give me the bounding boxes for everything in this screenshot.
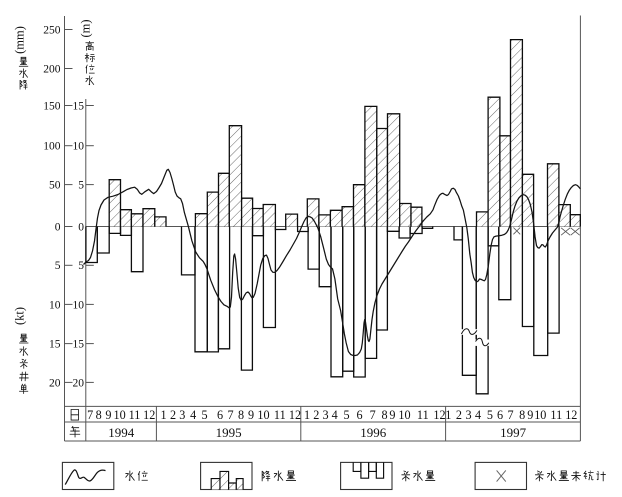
svg-text:12: 12	[143, 408, 155, 422]
svg-text:1: 1	[445, 408, 451, 422]
svg-text:12: 12	[565, 408, 577, 422]
svg-text:7: 7	[370, 408, 376, 422]
svg-text:11: 11	[417, 408, 429, 422]
svg-text:4: 4	[332, 408, 338, 422]
svg-text:9: 9	[389, 408, 395, 422]
svg-text:10: 10	[73, 141, 85, 153]
svg-text:20: 20	[73, 377, 85, 389]
svg-text:5: 5	[201, 408, 207, 422]
svg-text:2: 2	[170, 408, 176, 422]
svg-text:8: 8	[381, 408, 387, 422]
svg-text:4: 4	[475, 408, 481, 422]
svg-text:8: 8	[96, 408, 102, 422]
svg-text:8: 8	[238, 408, 244, 422]
svg-text:0: 0	[78, 221, 84, 233]
svg-text:11: 11	[550, 408, 562, 422]
svg-text:3: 3	[179, 408, 185, 422]
svg-text:9: 9	[105, 408, 111, 422]
svg-text:12: 12	[433, 408, 445, 422]
svg-text:2: 2	[313, 408, 319, 422]
svg-text:250: 250	[43, 24, 61, 36]
svg-text:7: 7	[87, 408, 93, 422]
svg-text:(mm): (mm)	[12, 26, 26, 54]
svg-text:20: 20	[49, 377, 61, 389]
svg-text:10: 10	[73, 299, 85, 311]
svg-text:50: 50	[49, 180, 61, 192]
svg-text:10: 10	[257, 408, 269, 422]
svg-text:(kt): (kt)	[13, 307, 27, 325]
svg-text:10: 10	[398, 408, 410, 422]
svg-text:9: 9	[248, 408, 254, 422]
svg-text:10: 10	[49, 299, 61, 311]
svg-text:6: 6	[357, 408, 363, 422]
svg-text:5: 5	[78, 260, 84, 272]
svg-text:5: 5	[55, 260, 61, 272]
svg-text:6: 6	[217, 408, 223, 422]
svg-text:15: 15	[73, 339, 85, 351]
svg-text:4: 4	[190, 408, 196, 422]
svg-text:5: 5	[343, 408, 349, 422]
svg-text:11: 11	[274, 408, 286, 422]
svg-text:12: 12	[289, 408, 301, 422]
svg-text:6: 6	[497, 408, 503, 422]
svg-text:5: 5	[78, 180, 84, 192]
svg-text:3: 3	[322, 408, 328, 422]
svg-text:10: 10	[534, 408, 546, 422]
svg-text:200: 200	[43, 63, 61, 75]
svg-text:8: 8	[519, 408, 525, 422]
svg-text:15: 15	[73, 100, 85, 112]
svg-text:11: 11	[129, 408, 141, 422]
svg-text:(m): (m)	[79, 19, 93, 37]
svg-text:1996: 1996	[360, 425, 387, 440]
svg-text:1994: 1994	[108, 425, 135, 440]
svg-text:15: 15	[49, 339, 61, 351]
svg-text:0: 0	[55, 221, 61, 233]
svg-text:10: 10	[114, 408, 126, 422]
svg-text:150: 150	[43, 100, 61, 112]
svg-text:100: 100	[43, 141, 61, 153]
svg-text:1995: 1995	[216, 425, 242, 440]
svg-text:7: 7	[507, 408, 513, 422]
svg-text:7: 7	[227, 408, 233, 422]
svg-text:1: 1	[160, 408, 166, 422]
svg-text:3: 3	[465, 408, 471, 422]
svg-text:2: 2	[456, 408, 462, 422]
svg-text:1: 1	[304, 408, 310, 422]
svg-text:5: 5	[487, 408, 493, 422]
svg-text:9: 9	[527, 408, 533, 422]
svg-text:1997: 1997	[500, 425, 527, 440]
